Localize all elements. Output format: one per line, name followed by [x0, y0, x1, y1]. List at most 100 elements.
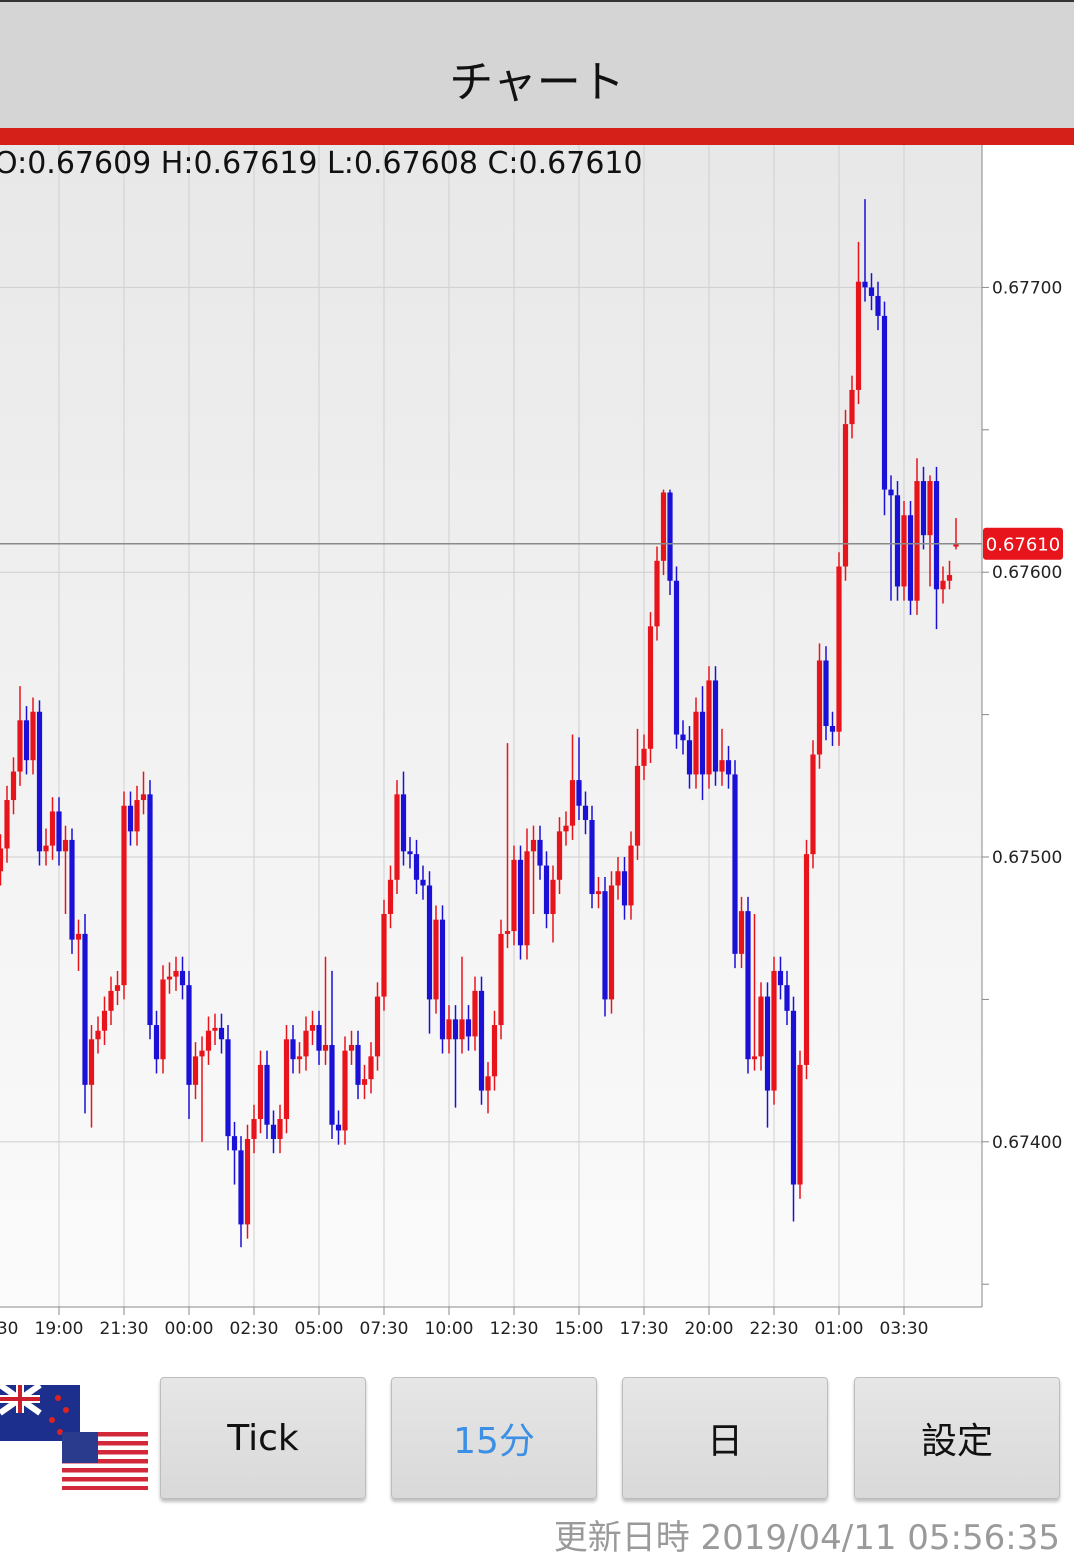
- candle-body: [829, 726, 836, 732]
- candle-body: [69, 839, 75, 940]
- candle-body: [842, 424, 849, 567]
- candle-body: [530, 839, 537, 852]
- settings-button[interactable]: 設定: [854, 1377, 1060, 1499]
- candle-body: [602, 891, 608, 1000]
- candle-body: [953, 543, 959, 547]
- candle-body: [413, 854, 420, 880]
- tick-button[interactable]: Tick: [160, 1377, 366, 1499]
- interval-button[interactable]: 15分: [391, 1377, 597, 1499]
- candle-body: [316, 1025, 322, 1051]
- candle-body: [88, 1039, 95, 1085]
- candle-body: [491, 1025, 498, 1077]
- candle-body: [420, 879, 426, 886]
- candle-body: [446, 1019, 452, 1040]
- candle-body: [875, 295, 881, 316]
- candle-body: [927, 481, 933, 536]
- candle-body: [433, 919, 439, 1000]
- candle-body: [329, 1044, 335, 1125]
- x-tick-label: 07:30: [360, 1319, 409, 1339]
- candle-body: [881, 315, 888, 490]
- candle-body: [816, 660, 823, 755]
- candle-body: [309, 1025, 316, 1031]
- candle-body: [140, 794, 147, 801]
- candle-body: [680, 734, 686, 741]
- candle-body: [712, 680, 719, 772]
- candle-body: [186, 985, 192, 1085]
- candle-body: [355, 1044, 361, 1085]
- ohlc-info: O:0.67609 H:0.67619 L:0.67608 C:0.67610: [0, 146, 643, 181]
- candle-body: [49, 811, 56, 846]
- candle-body: [10, 771, 17, 801]
- candle-body: [673, 580, 680, 735]
- candle-body: [732, 774, 738, 954]
- daily-button[interactable]: 日: [622, 1377, 828, 1499]
- candle-body: [283, 1039, 290, 1120]
- candle-body: [134, 800, 140, 832]
- candle-body: [771, 970, 777, 1091]
- candle-body: [628, 845, 634, 906]
- candle-body: [693, 711, 699, 775]
- candle-body: [556, 831, 563, 880]
- candle-body: [537, 839, 543, 866]
- candle-body: [218, 1027, 225, 1040]
- current-price-label: 0.67610: [986, 535, 1060, 556]
- candle-body: [426, 885, 433, 1000]
- candle-body: [511, 859, 517, 932]
- candle-body: [920, 481, 927, 536]
- candle-body: [797, 1064, 803, 1185]
- y-tick-label: 0.67500: [992, 848, 1062, 868]
- candle-body: [348, 1044, 355, 1051]
- candle-body: [108, 990, 114, 1011]
- candles: [0, 199, 982, 1248]
- candle-body: [862, 281, 868, 288]
- y-tick-label: 0.67700: [992, 278, 1062, 298]
- x-tick-label: 20:00: [685, 1319, 734, 1339]
- candle-body: [342, 1050, 348, 1131]
- candle-body: [277, 1119, 283, 1139]
- candle-body: [524, 851, 530, 946]
- candle-body: [290, 1039, 296, 1060]
- candle-body: [0, 848, 4, 872]
- candle-body: [901, 515, 907, 587]
- candle-body: [296, 1056, 303, 1060]
- candle-body: [23, 720, 30, 761]
- candle-body: [238, 1150, 244, 1225]
- candle-body: [751, 1056, 758, 1060]
- candle-body: [452, 1019, 459, 1040]
- candle-body: [569, 780, 576, 826]
- candle-body: [634, 765, 641, 846]
- candle-body: [933, 481, 940, 590]
- y-tick-label: 0.67600: [992, 563, 1062, 583]
- candle-body: [82, 933, 88, 1085]
- x-tick-label: 10:00: [425, 1319, 474, 1339]
- nz-stars: [49, 1395, 69, 1435]
- candle-body: [589, 819, 595, 895]
- x-tick-label: 02:30: [230, 1319, 279, 1339]
- candle-body: [810, 754, 816, 855]
- candle-body: [914, 481, 920, 601]
- candle-body: [303, 1030, 309, 1057]
- candle-body: [166, 976, 173, 980]
- candle-body: [56, 811, 62, 852]
- candle-body: [231, 1136, 238, 1151]
- candle-body: [719, 760, 725, 772]
- candle-body: [264, 1064, 270, 1125]
- candle-body: [758, 996, 764, 1057]
- app-bar: チャート: [0, 0, 1074, 128]
- candle-body: [608, 885, 615, 1000]
- candle-body: [459, 1019, 465, 1040]
- candle-body: [784, 985, 790, 1011]
- x-tick-label: 19:00: [35, 1319, 84, 1339]
- candle-body: [790, 1010, 797, 1185]
- candle-body: [472, 990, 478, 1037]
- candle-body: [465, 1019, 472, 1037]
- axes: 16:30 19:00 21:30 00:00 02:30 05:00 07:30 10:00…: [0, 145, 1063, 1339]
- x-tick-label: 21:30: [100, 1319, 149, 1339]
- x-tick-label: 22:30: [750, 1319, 799, 1339]
- candle-body: [621, 871, 628, 906]
- candle-body: [738, 911, 745, 954]
- update-time: 更新日時 2019/04/11 05:56:35: [553, 1518, 1060, 1558]
- candle-body: [114, 985, 121, 991]
